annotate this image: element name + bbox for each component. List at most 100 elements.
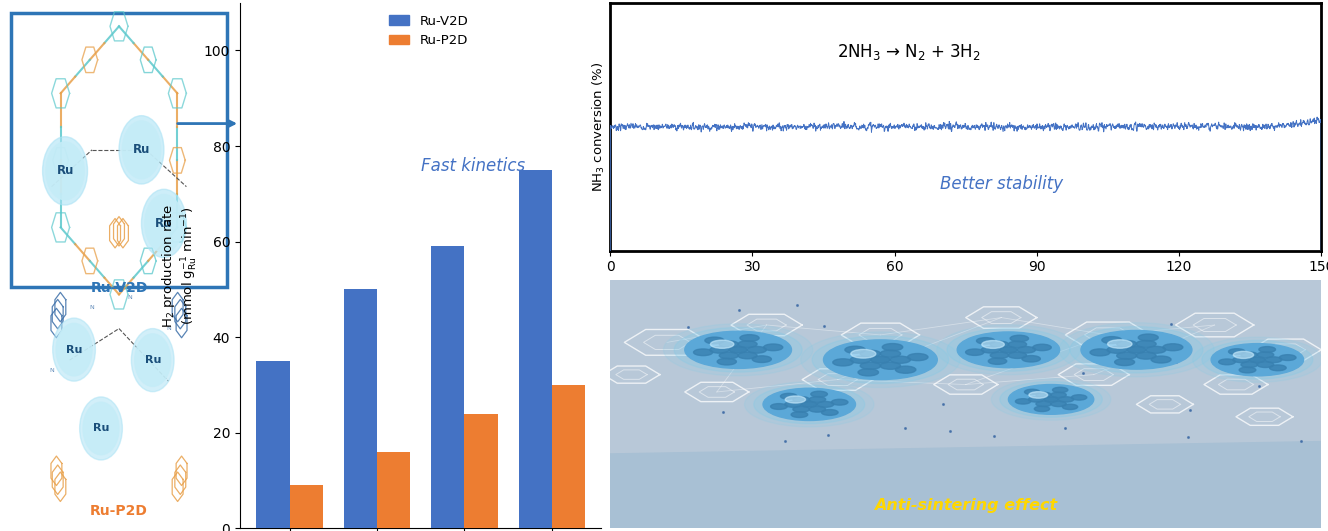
Circle shape: [1137, 340, 1157, 347]
Circle shape: [1016, 399, 1031, 404]
Circle shape: [861, 362, 880, 370]
Ellipse shape: [134, 334, 171, 387]
Circle shape: [1250, 357, 1266, 363]
Circle shape: [1017, 347, 1036, 353]
Circle shape: [1062, 404, 1078, 409]
Circle shape: [1072, 395, 1086, 400]
Text: Fast kinetics: Fast kinetics: [421, 157, 525, 175]
Circle shape: [1138, 334, 1158, 341]
Circle shape: [813, 336, 948, 383]
Circle shape: [785, 401, 801, 407]
Ellipse shape: [42, 136, 88, 205]
Text: Ru-V2D: Ru-V2D: [90, 281, 147, 295]
Circle shape: [1117, 352, 1137, 359]
Circle shape: [1000, 347, 1017, 353]
Circle shape: [1023, 356, 1040, 362]
Ellipse shape: [56, 323, 92, 376]
Circle shape: [1008, 352, 1027, 358]
Circle shape: [831, 399, 849, 405]
Circle shape: [1033, 344, 1052, 350]
Circle shape: [1219, 359, 1235, 365]
Circle shape: [793, 397, 810, 402]
Text: Ru: Ru: [66, 345, 82, 355]
Circle shape: [991, 341, 1009, 348]
Circle shape: [1035, 406, 1049, 412]
Circle shape: [991, 379, 1110, 420]
Polygon shape: [610, 442, 1321, 528]
Circle shape: [1008, 384, 1094, 414]
Circle shape: [1008, 341, 1027, 348]
Circle shape: [1240, 362, 1258, 367]
Text: Better stability: Better stability: [940, 175, 1062, 193]
Ellipse shape: [46, 142, 84, 200]
Circle shape: [823, 340, 938, 380]
Text: Anti-sintering effect: Anti-sintering effect: [874, 499, 1057, 513]
Circle shape: [748, 346, 766, 353]
Circle shape: [981, 347, 1000, 353]
Circle shape: [907, 354, 928, 361]
Text: N: N: [90, 305, 94, 310]
Circle shape: [720, 341, 738, 347]
Text: Ru-P2D: Ru-P2D: [90, 504, 147, 518]
Circle shape: [845, 346, 866, 353]
Circle shape: [988, 358, 1007, 364]
Circle shape: [720, 352, 738, 359]
Circle shape: [1163, 344, 1183, 350]
Circle shape: [1228, 349, 1246, 355]
Circle shape: [1070, 327, 1203, 373]
Circle shape: [791, 412, 807, 417]
Circle shape: [1259, 347, 1275, 353]
Circle shape: [811, 391, 827, 397]
Circle shape: [710, 340, 734, 348]
Circle shape: [1036, 401, 1052, 407]
Circle shape: [809, 397, 826, 402]
Circle shape: [1011, 335, 1029, 341]
Bar: [432, 246, 465, 528]
Circle shape: [822, 409, 838, 415]
Ellipse shape: [53, 318, 96, 381]
Circle shape: [882, 344, 903, 350]
Ellipse shape: [80, 397, 122, 460]
Circle shape: [1270, 365, 1287, 371]
Circle shape: [965, 349, 984, 355]
Circle shape: [947, 328, 1070, 371]
Bar: [290, 485, 323, 528]
Circle shape: [1117, 340, 1137, 347]
Circle shape: [1050, 401, 1066, 407]
Bar: [552, 385, 586, 528]
Circle shape: [1258, 352, 1274, 358]
Circle shape: [1029, 392, 1048, 398]
Circle shape: [1036, 392, 1052, 398]
Circle shape: [1028, 397, 1044, 402]
Text: Ru: Ru: [133, 143, 150, 156]
Bar: [256, 361, 290, 528]
Y-axis label: NH$_3$ conversion (%): NH$_3$ conversion (%): [591, 62, 607, 192]
Circle shape: [685, 331, 791, 369]
Legend: Ru-V2D, Ru-P2D: Ru-V2D, Ru-P2D: [384, 9, 474, 53]
Circle shape: [957, 332, 1060, 367]
Circle shape: [817, 401, 834, 407]
Circle shape: [1127, 347, 1146, 353]
Circle shape: [1081, 330, 1193, 369]
Circle shape: [1234, 352, 1254, 358]
Circle shape: [890, 356, 911, 363]
FancyBboxPatch shape: [11, 13, 227, 287]
Text: Ru: Ru: [145, 355, 161, 365]
Circle shape: [851, 349, 876, 358]
Circle shape: [752, 356, 772, 363]
Ellipse shape: [122, 121, 161, 179]
Circle shape: [981, 340, 1004, 348]
Circle shape: [801, 401, 817, 407]
Circle shape: [833, 359, 854, 366]
Circle shape: [1058, 397, 1074, 402]
Circle shape: [710, 346, 729, 353]
Text: 2NH$_3$ → N$_2$ + 3H$_2$: 2NH$_3$ → N$_2$ + 3H$_2$: [837, 42, 980, 62]
Circle shape: [1050, 392, 1066, 398]
Ellipse shape: [145, 194, 183, 252]
Circle shape: [785, 396, 806, 403]
Circle shape: [1146, 346, 1166, 353]
Circle shape: [1279, 355, 1296, 361]
Circle shape: [1193, 337, 1323, 382]
Text: Ru: Ru: [155, 217, 173, 230]
Bar: [465, 414, 498, 528]
